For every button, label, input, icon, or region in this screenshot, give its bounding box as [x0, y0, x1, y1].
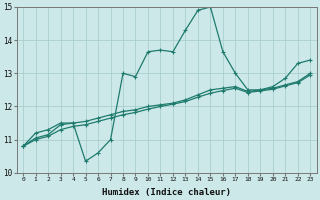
X-axis label: Humidex (Indice chaleur): Humidex (Indice chaleur) [102, 188, 231, 197]
